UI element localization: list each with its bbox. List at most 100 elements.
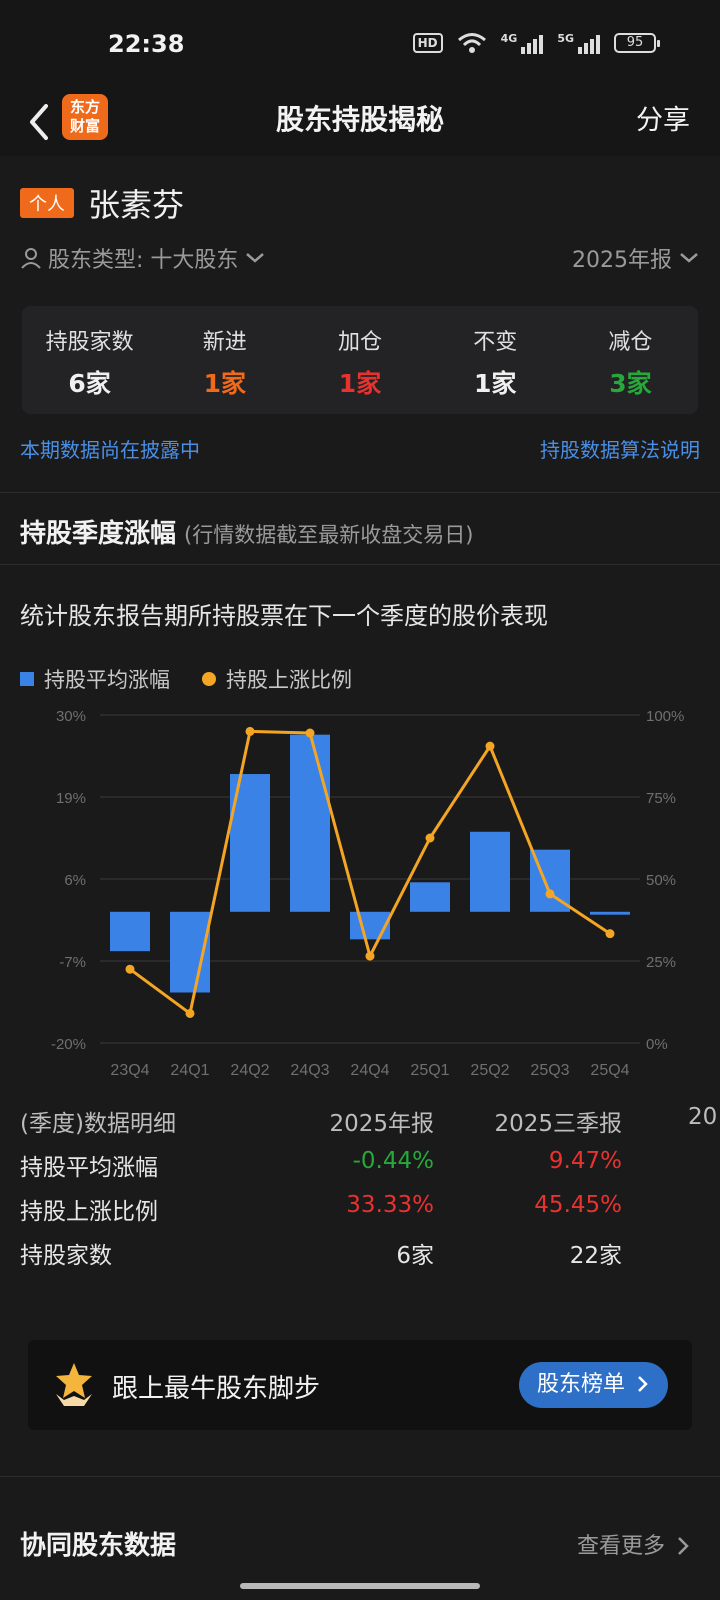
hd-icon: HD: [412, 33, 443, 53]
y-right-tick-label: 0%: [646, 1036, 668, 1053]
x-tick-label: 25Q1: [410, 1062, 449, 1079]
back-arrow-icon[interactable]: [24, 102, 60, 142]
bar: [470, 831, 510, 912]
y-left-tick-label: 19%: [56, 790, 86, 807]
view-more-link[interactable]: 查看更多: [577, 1528, 690, 1560]
line-point: [605, 929, 615, 939]
x-tick-label: 24Q4: [350, 1062, 389, 1079]
detail-cell: -0.44%: [352, 1148, 434, 1174]
line-point: [545, 889, 555, 899]
detail-table: (季度)数据明细 2025年报 2025三季报 20 持股平均涨幅 -0.44%…: [20, 1104, 720, 1280]
status-icons: HD 4G 5G 95: [412, 32, 660, 54]
y-left-tick-label: -7%: [59, 954, 86, 971]
detail-cell: 45.45%: [534, 1192, 622, 1218]
line-point: [485, 741, 495, 751]
bar: [410, 882, 450, 912]
y-left-tick-label: 30%: [56, 708, 86, 725]
detail-col-header: 2025年报: [329, 1111, 434, 1137]
status-bar: 22:38 HD 4G 5G 95: [0, 0, 720, 90]
period-dropdown[interactable]: 2025年报: [572, 242, 700, 274]
legend-bar-label: 持股平均涨幅: [44, 668, 170, 692]
y-right-tick-label: 100%: [646, 708, 684, 725]
chevron-right-icon: [638, 1376, 648, 1392]
bar: [350, 911, 390, 940]
line-point: [125, 964, 135, 974]
x-tick-label: 24Q2: [230, 1062, 269, 1079]
y-right-tick-label: 25%: [646, 954, 676, 971]
section-title: 持股季度涨幅 (行情数据截至最新收盘交易日): [20, 519, 474, 549]
disclosure-note-link[interactable]: 本期数据尚在披露中: [20, 438, 200, 462]
line-legend-swatch: [202, 672, 216, 686]
divider: [0, 492, 720, 493]
status-time: 22:38: [108, 30, 185, 58]
co-holder-title: 协同股东数据: [20, 1531, 177, 1561]
detail-row: 持股家数 6家 22家: [20, 1236, 720, 1280]
holding-stats-card: 持股家数 6家 新进 1家 加仓 1家 不变 1家 减仓 3家: [22, 306, 698, 414]
detail-cell: 22家: [569, 1243, 622, 1269]
divider: [0, 564, 720, 565]
bar: [590, 911, 630, 915]
holder-type-dropdown[interactable]: 股东类型: 十大股东: [20, 242, 266, 274]
holder-name: 张素芬: [88, 186, 185, 224]
x-tick-label: 23Q4: [110, 1062, 149, 1079]
x-tick-label: 25Q4: [590, 1062, 629, 1079]
chart-description: 统计股东报告期所持股票在下一个季度的股价表现: [20, 602, 548, 630]
user-icon: [21, 248, 41, 269]
y-left-tick-label: -20%: [51, 1036, 86, 1053]
home-indicator[interactable]: [240, 1583, 480, 1589]
battery-icon: 95: [614, 33, 660, 53]
detail-row-label: 持股家数: [20, 1243, 112, 1269]
detail-header-row: (季度)数据明细 2025年报 2025三季报 20: [20, 1104, 720, 1148]
filter-row: 股东类型: 十大股东 2025年报: [20, 242, 700, 278]
page-title: 股东持股揭秘: [275, 103, 444, 136]
line-point: [305, 728, 315, 738]
x-tick-label: 25Q3: [530, 1062, 569, 1079]
detail-row-label: 持股上涨比例: [20, 1199, 158, 1225]
wifi-icon: [457, 33, 486, 53]
chevron-right-icon: [678, 1537, 689, 1555]
detail-row-label: 持股平均涨幅: [20, 1155, 158, 1181]
chart-legend: 持股平均涨幅 持股上涨比例: [20, 664, 352, 694]
detail-cell: 6家: [396, 1243, 434, 1269]
stat-unchanged[interactable]: 不变 1家: [473, 330, 518, 398]
detail-header-label: (季度)数据明细: [20, 1111, 176, 1137]
y-left-tick-label: 6%: [64, 872, 86, 889]
holder-ranking-button[interactable]: 股东榜单: [518, 1362, 668, 1408]
holder-type-badge: 个人: [20, 188, 74, 218]
promo-banner[interactable]: 跟上最牛股东脚步 股东榜单: [28, 1340, 692, 1430]
detail-row: 持股上涨比例 33.33% 45.45%: [20, 1192, 720, 1236]
algorithm-info-link[interactable]: 持股数据算法说明: [540, 438, 700, 462]
divider: [0, 1476, 720, 1477]
legend-line-label: 持股上涨比例: [226, 668, 352, 692]
x-tick-label: 25Q2: [470, 1062, 509, 1079]
holder-header: 个人 张素芬: [20, 180, 184, 226]
x-tick-label: 24Q3: [290, 1062, 329, 1079]
y-right-tick-label: 50%: [646, 872, 676, 889]
chevron-down-icon: [246, 253, 265, 263]
x-tick-label: 24Q1: [170, 1062, 209, 1079]
line-point: [245, 726, 255, 736]
stat-total[interactable]: 持股家数 6家: [45, 330, 134, 398]
share-button[interactable]: 分享: [636, 105, 690, 136]
bar: [110, 911, 150, 952]
detail-cell: 33.33%: [346, 1192, 434, 1218]
detail-col-header: 2025三季报: [494, 1111, 622, 1137]
signal-4g-icon: 4G: [501, 32, 544, 54]
line-point: [425, 833, 435, 843]
stat-decrease[interactable]: 减仓 3家: [608, 330, 653, 398]
period-label: 2025年报: [572, 248, 672, 273]
detail-col-header: 20: [688, 1104, 718, 1130]
stat-new[interactable]: 新进 1家: [202, 330, 247, 398]
bar-legend-swatch: [20, 672, 34, 686]
quarterly-chart[interactable]: 30% 100% 19% 75% 6% 50% -7% 25% -20% 0% 23Q4 24Q1 24…: [0, 700, 720, 1090]
bar: [290, 734, 330, 912]
line-point: [185, 1008, 195, 1018]
section-subtitle: (行情数据截至最新收盘交易日): [184, 523, 474, 547]
y-right-tick-label: 75%: [646, 790, 676, 807]
stat-increase[interactable]: 加仓 1家: [338, 330, 383, 398]
detail-row: 持股平均涨幅 -0.44% 9.47%: [20, 1148, 720, 1192]
nav-bar: 东方 财富 股东持股揭秘 分享: [0, 90, 720, 156]
line-point: [365, 951, 375, 961]
app-logo: 东方 财富: [62, 94, 108, 140]
signal-5g-icon: 5G: [557, 32, 600, 54]
